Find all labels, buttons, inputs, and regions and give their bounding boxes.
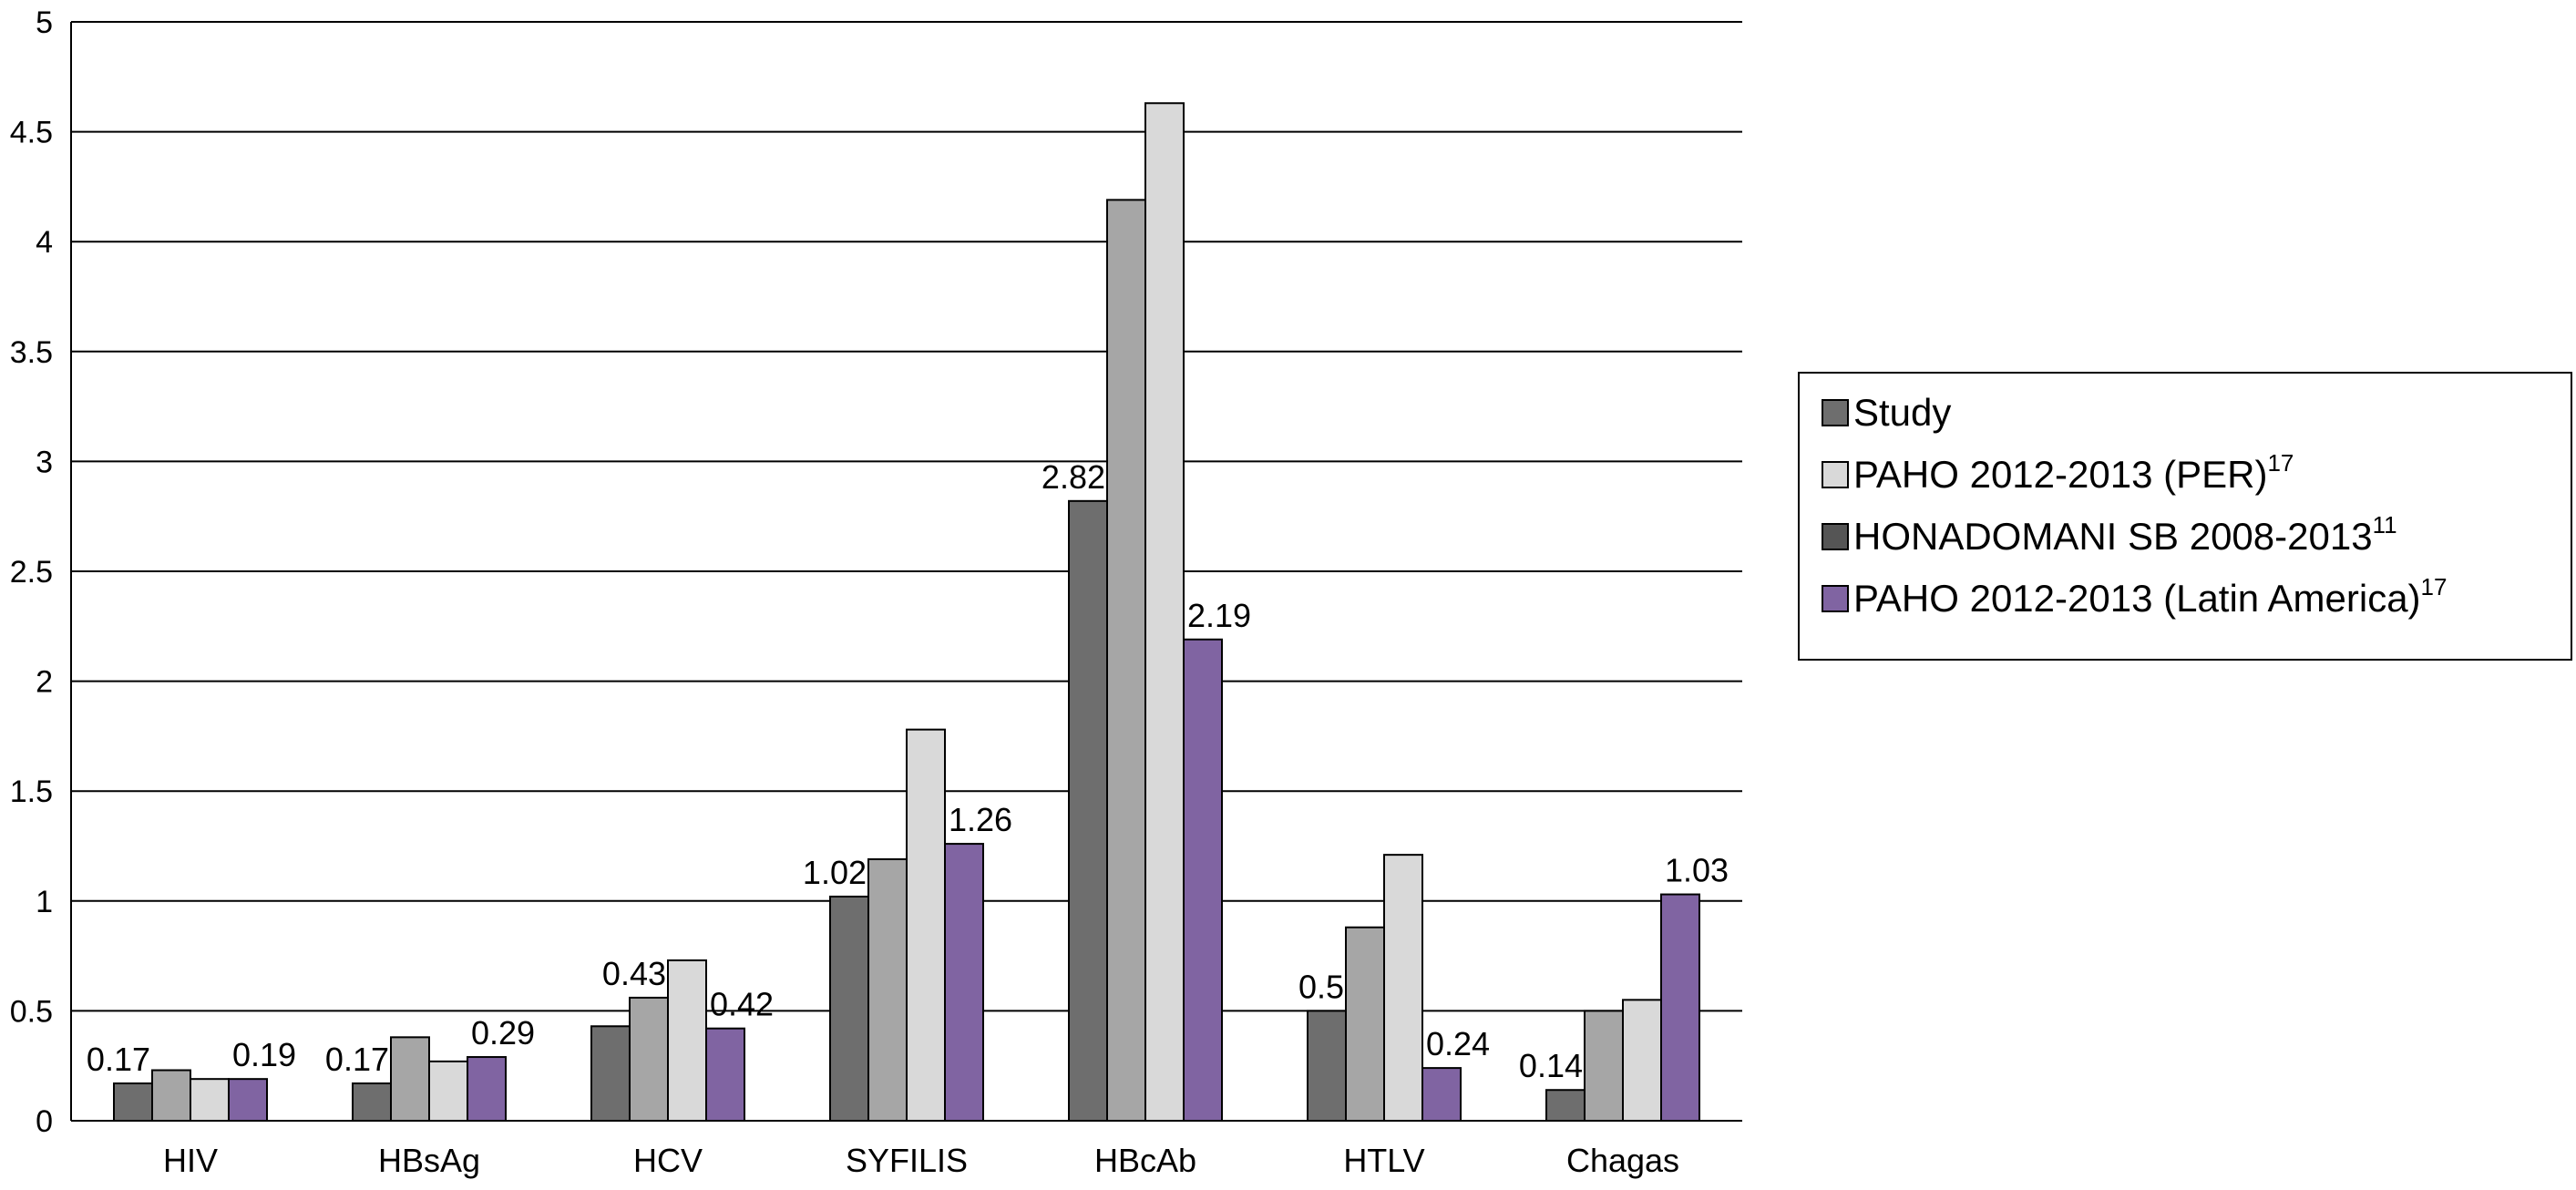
data-label: 0.19 — [232, 1036, 296, 1073]
data-label: 2.82 — [1042, 458, 1105, 496]
category-label: HTLV — [1343, 1142, 1424, 1179]
gridlines — [71, 21, 1742, 1012]
bars — [113, 102, 1700, 1123]
y-axis-tick-labels: 0 0.5 1 1.5 2 2.5 3 3.5 4 4.5 5 — [10, 5, 53, 1139]
bar — [1622, 999, 1662, 1122]
bar — [352, 1082, 392, 1122]
bar — [1183, 638, 1223, 1122]
bar — [667, 959, 707, 1122]
data-label: 0.24 — [1426, 1025, 1490, 1062]
data-label: 0.14 — [1519, 1047, 1583, 1084]
legend-swatch — [1822, 461, 1849, 488]
data-label: 0.17 — [325, 1041, 389, 1078]
data-label: 2.19 — [1187, 597, 1251, 634]
bar — [1068, 499, 1108, 1122]
y-tick-label: 4 — [36, 225, 53, 260]
legend-entry-reference: 17 — [2421, 573, 2448, 600]
data-label: 0.43 — [602, 955, 666, 992]
legend-entry-name: Study — [1853, 391, 1951, 434]
bar — [428, 1060, 468, 1122]
bar — [113, 1082, 153, 1122]
bar — [867, 857, 908, 1122]
data-label: 0.17 — [87, 1041, 150, 1078]
y-tick-label: 0 — [36, 1104, 53, 1139]
bar — [190, 1078, 230, 1122]
bar — [1660, 893, 1700, 1123]
legend-entry-name: PAHO 2012-2013 (Latin America) — [1853, 577, 2421, 620]
legend-entry: PAHO 2012-2013 (Latin America)17 — [1853, 573, 2447, 620]
legend-entry-reference: 11 — [2373, 511, 2397, 539]
data-label: 0.5 — [1298, 968, 1344, 1005]
y-tick-label: 4.5 — [10, 116, 53, 150]
category-label: SYFILIS — [846, 1142, 968, 1179]
bar — [906, 728, 946, 1122]
x-axis-category-labels: HIV HBsAg HCV SYFILIS HBcAb HTLV Chagas — [163, 1142, 1679, 1179]
bar — [390, 1036, 430, 1122]
bar — [1307, 1010, 1347, 1123]
bar — [705, 1027, 745, 1123]
bar — [467, 1056, 507, 1122]
legend-swatch — [1822, 399, 1849, 426]
y-tick-label: 3.5 — [10, 335, 53, 370]
bar — [1421, 1067, 1462, 1123]
bar — [1584, 1010, 1624, 1123]
bar — [590, 1025, 631, 1123]
legend-entry: PAHO 2012-2013 (PER)17 — [1853, 449, 2294, 496]
bar — [629, 996, 669, 1122]
y-tick-label: 1 — [36, 885, 53, 919]
bar — [228, 1078, 268, 1122]
category-label: HCV — [633, 1142, 703, 1179]
data-label: 1.03 — [1665, 852, 1729, 889]
legend-entry: HONADOMANI SB 2008-201311 — [1853, 511, 2397, 558]
y-tick-label: 1.5 — [10, 775, 53, 809]
legend-swatch — [1822, 585, 1849, 612]
bar — [151, 1069, 191, 1123]
data-labels: 0.17 0.19 0.17 0.29 0.43 0.42 1.02 1.26 2.82 2.19… — [87, 458, 1729, 1084]
legend-swatch — [1822, 523, 1849, 550]
legend-entry-reference: 17 — [2267, 449, 2294, 477]
category-label: HBsAg — [378, 1142, 480, 1179]
category-label: HBcAb — [1094, 1142, 1196, 1179]
data-label: 0.42 — [710, 986, 774, 1023]
legend-entry: Study — [1853, 391, 1951, 434]
bar — [1345, 926, 1385, 1123]
category-label: Chagas — [1566, 1142, 1679, 1179]
y-tick-label: 0.5 — [10, 994, 53, 1029]
category-label: HIV — [163, 1142, 218, 1179]
bar — [944, 843, 984, 1122]
data-label: 1.02 — [803, 854, 867, 891]
y-tick-label: 2.5 — [10, 555, 53, 590]
data-label: 0.29 — [471, 1014, 535, 1052]
bar — [1106, 199, 1146, 1122]
data-label: 1.26 — [949, 801, 1012, 838]
bar — [1545, 1089, 1586, 1123]
legend-entry-name: HONADOMANI SB 2008-2013 — [1853, 515, 2373, 558]
legend-entry-name: PAHO 2012-2013 (PER) — [1853, 453, 2267, 496]
bar — [829, 895, 869, 1123]
bar — [1144, 102, 1185, 1122]
y-tick-label: 3 — [36, 445, 53, 479]
y-tick-label: 5 — [36, 5, 53, 40]
bar — [1383, 854, 1423, 1122]
y-tick-label: 2 — [36, 665, 53, 700]
legend-box — [1798, 372, 2572, 661]
